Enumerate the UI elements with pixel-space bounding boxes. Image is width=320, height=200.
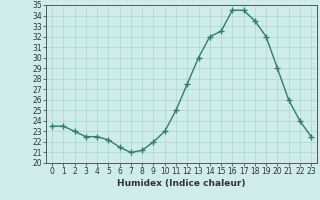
X-axis label: Humidex (Indice chaleur): Humidex (Indice chaleur) (117, 179, 246, 188)
